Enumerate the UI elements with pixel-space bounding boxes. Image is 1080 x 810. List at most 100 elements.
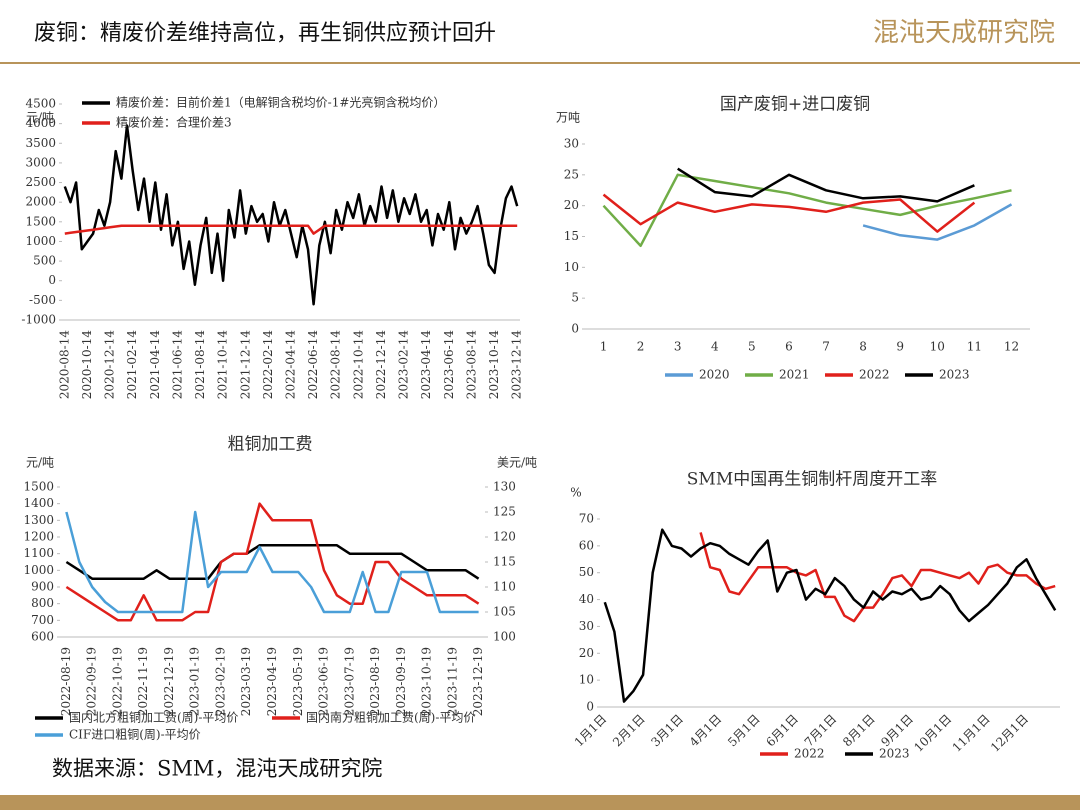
x-tick-label: 11 [967, 340, 982, 354]
y-tick-label: 1500 [23, 480, 54, 494]
x-tick-label: 2023-08-19 [368, 647, 382, 716]
y-tick-label: 500 [33, 254, 56, 268]
y2-tick-label: 100 [493, 630, 516, 644]
series-line [862, 203, 1013, 241]
y-tick-label: 5 [571, 291, 579, 305]
logo: 混沌天成研究院 [873, 18, 1055, 48]
legend-label: 国内南方粗铜加工费(周)-平均价 [306, 710, 475, 725]
x-tick-label: 2023-10-14 [487, 330, 501, 400]
y-tick-label: -500 [29, 293, 56, 307]
x-tick-label: 2023-06-19 [317, 647, 331, 716]
y-tick-label: 4000 [25, 116, 56, 130]
x-tick-label: 2022-06-14 [306, 330, 320, 400]
y-axis-label: 万吨 [556, 111, 580, 125]
legend-label: 2020 [699, 368, 730, 382]
y-tick-label: 50 [579, 565, 594, 579]
x-tick-label: 2022-12-19 [162, 647, 176, 716]
legend-label: 2021 [779, 368, 810, 382]
y-tick-label: 0 [571, 322, 579, 336]
x-tick-label: 3月1日 [648, 712, 686, 750]
y-tick-label: 0 [48, 273, 56, 287]
legend-label: 2023 [879, 747, 910, 761]
y-tick-label: 20 [579, 646, 594, 660]
y-tick-label: 700 [31, 613, 54, 627]
series-line [63, 124, 519, 306]
y2-tick-label: 120 [493, 530, 516, 544]
footer-band [0, 795, 1080, 810]
y-tick-label: 2500 [25, 175, 56, 189]
y-tick-label: 1000 [25, 234, 56, 248]
legend-label: 2022 [859, 368, 890, 382]
x-tick-label: 2023-12-14 [510, 330, 524, 400]
x-tick-label: 2023-02-14 [397, 330, 411, 400]
x-tick-label: 5月1日 [725, 712, 763, 750]
y-tick-label: 600 [31, 630, 54, 644]
y-tick-label: 30 [579, 619, 594, 633]
y-tick-label: 30 [564, 137, 579, 151]
x-tick-label: 2023-05-19 [291, 647, 305, 716]
y-tick-label: 15 [564, 229, 579, 243]
series-line [65, 544, 480, 580]
legend-label: CIF进口粗铜(周)-平均价 [69, 727, 201, 742]
x-tick-label: 2023-11-19 [445, 647, 459, 716]
x-tick-label: 6月1日 [763, 712, 801, 750]
y-tick-label: 10 [579, 673, 594, 687]
series-line [699, 532, 1056, 623]
x-tick-label: 12 [1004, 340, 1019, 354]
series-line [65, 510, 479, 614]
x-tick-label: 2023-04-14 [419, 330, 433, 400]
x-tick-label: 2022-08-14 [329, 330, 343, 400]
y-axis-label: % [570, 486, 581, 500]
x-tick-label: 2020-10-14 [80, 330, 94, 400]
y-tick-label: 3000 [25, 155, 56, 169]
x-tick-label: 2 [637, 340, 645, 354]
x-tick-label: 1 [600, 340, 608, 354]
x-tick-label: 2022-02-14 [261, 330, 275, 400]
chart-title: 国产废铜+进口废铜 [720, 95, 870, 115]
y2-tick-label: 110 [493, 580, 516, 594]
x-tick-label: 6 [785, 340, 793, 354]
x-tick-label: 2023-10-19 [420, 647, 434, 716]
legend-label: 2023 [939, 368, 970, 382]
y-tick-label: 2000 [25, 195, 56, 209]
x-tick-label: 2022-10-14 [351, 330, 365, 400]
x-tick-label: 2023-06-14 [442, 330, 456, 400]
y-tick-label: 1200 [23, 530, 54, 544]
x-tick-label: 8月1日 [840, 712, 878, 750]
x-tick-label: 2021-10-14 [216, 330, 230, 400]
legend-label: 2022 [794, 747, 825, 761]
series-line [603, 528, 1057, 703]
y-tick-label: 1500 [25, 214, 56, 228]
series-line [602, 193, 976, 233]
series-line [64, 224, 518, 235]
y-tick-label: 900 [31, 580, 54, 594]
y-tick-label: 10 [564, 260, 579, 274]
y-tick-label: 40 [579, 592, 594, 606]
x-tick-label: 2021-02-14 [125, 330, 139, 400]
x-tick-label: 4月1日 [687, 712, 725, 750]
x-tick-label: 2023-08-14 [464, 330, 478, 400]
x-tick-label: 2023-03-19 [239, 647, 253, 716]
y2-tick-label: 125 [493, 505, 516, 519]
y-axis-label: 元/吨 [26, 111, 54, 125]
x-tick-label: 2023-07-19 [342, 647, 356, 716]
x-tick-label: 12月1日 [988, 712, 1031, 755]
x-tick-label: 2023-04-19 [265, 647, 279, 716]
y-tick-label: 4500 [25, 97, 56, 111]
x-tick-label: 4 [711, 340, 719, 354]
x-tick-label: 2023-09-19 [394, 647, 408, 716]
x-tick-label: 2021-08-14 [193, 330, 207, 400]
x-tick-label: 2022-11-19 [136, 647, 150, 716]
x-tick-label: 9月1日 [878, 712, 916, 750]
x-tick-label: 8 [859, 340, 867, 354]
x-tick-label: 2022-09-19 [85, 647, 99, 716]
x-tick-label: 2022-12-14 [374, 330, 388, 400]
y-tick-label: 25 [564, 167, 579, 181]
x-tick-label: 9 [896, 340, 904, 354]
y-tick-label: 0 [586, 700, 594, 714]
x-tick-label: 2021-04-14 [148, 330, 162, 400]
y-tick-label: 60 [579, 538, 594, 552]
y-tick-label: 1400 [23, 496, 54, 510]
legend-label: 精废价差：目前价差1（电解铜含税均价-1#光亮铜含税均价） [116, 95, 445, 110]
